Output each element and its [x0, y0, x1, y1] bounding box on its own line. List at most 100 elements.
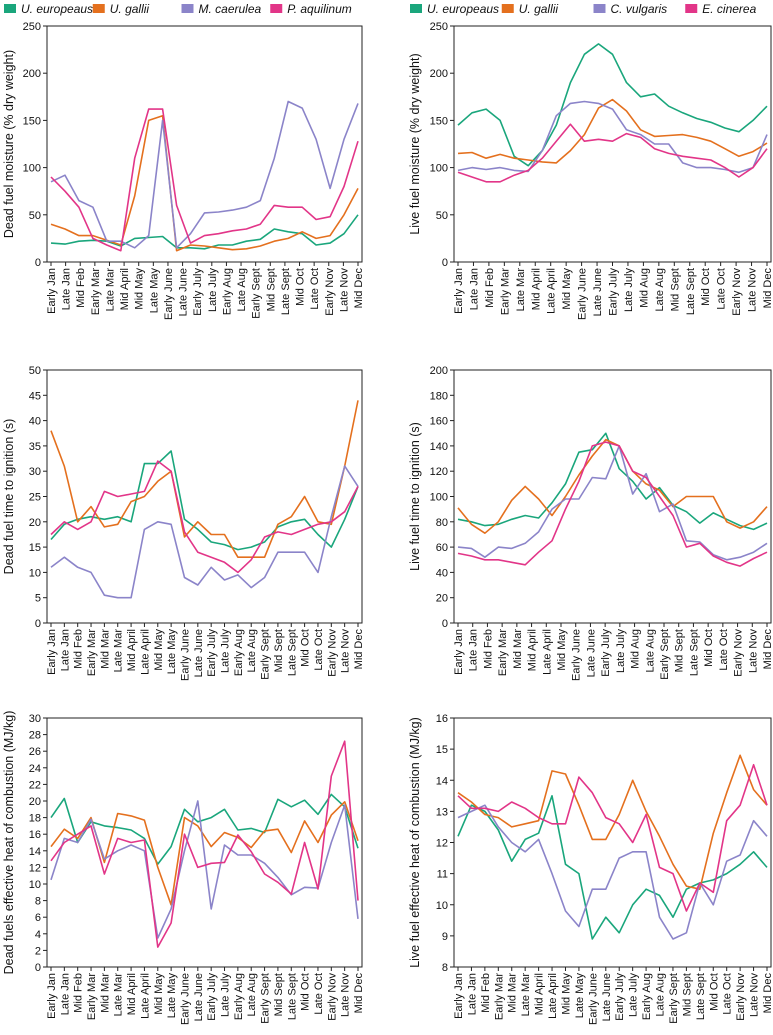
y-tick-label: 100: [430, 492, 448, 504]
x-tick-label: Late July: [220, 629, 232, 674]
y-axis-label: Dead fuels effective heat of combustion …: [2, 711, 16, 975]
y-tick-label: 50: [29, 210, 41, 222]
x-tick-label: Late Sept: [280, 268, 292, 315]
y-axis-label: Dead fuel time to ignition (s): [2, 419, 16, 575]
x-tick-label: Mid Sept: [669, 268, 681, 311]
y-tick-label: 200: [430, 68, 448, 80]
x-tick-label: Late Nov: [338, 268, 350, 313]
x-tick-label: Late Aug: [236, 268, 248, 311]
x-tick-label: Mid Aug: [630, 629, 642, 669]
x-tick-label: Late Nov: [749, 973, 761, 1018]
x-tick-label: Early July: [206, 629, 218, 677]
y-tick-label: 22: [29, 779, 41, 791]
x-tick-label: Mid Feb: [75, 268, 87, 308]
series-line-u-gallii: [457, 438, 768, 535]
x-tick-label: Late Nov: [747, 268, 759, 313]
x-tick-label: Early Jan: [46, 268, 58, 314]
y-tick-label: 20: [29, 517, 41, 529]
x-tick-label: Mid May: [556, 629, 568, 671]
legend-label-u-europeaus: U. europeaus: [21, 2, 93, 16]
x-tick-label: Late Nov: [340, 629, 352, 674]
x-tick-label: Mid Oct: [703, 629, 715, 667]
legend-label-e-cinerea: E. cinerea: [702, 2, 756, 16]
y-tick-label: 45: [29, 390, 41, 402]
series-line-m-caerulea: [50, 100, 359, 249]
x-tick-label: Mid April: [534, 973, 546, 1015]
x-tick-label: Mid Oct: [708, 973, 720, 1011]
x-tick-label: Mid April: [126, 629, 138, 671]
x-tick-label: Late Sept: [685, 268, 697, 315]
y-tick-label: 14: [436, 775, 448, 787]
x-tick-label: Mid Oct: [700, 268, 712, 306]
x-tick-label: Early Sept: [668, 973, 680, 1024]
x-tick-label: Early July: [192, 268, 204, 316]
x-tick-label: Early Nov: [326, 629, 338, 677]
y-tick-label: 26: [29, 746, 41, 758]
x-tick-label: Early Nov: [324, 268, 336, 316]
x-tick-label: Late Nov: [747, 629, 759, 674]
y-tick-label: 200: [430, 365, 448, 377]
x-tick-label: Late Oct: [313, 629, 325, 671]
x-tick-label: Early July: [206, 973, 218, 1021]
x-tick-label: Late June: [592, 268, 604, 316]
x-tick-label: Early Jan: [453, 973, 465, 1019]
series-line-u-gallii: [50, 400, 359, 559]
x-tick-label: Early Aug: [233, 629, 245, 676]
x-tick-label: Early Jan: [46, 973, 58, 1019]
y-tick-label: 80: [436, 517, 448, 529]
x-tick-label: Late July: [220, 973, 232, 1018]
series-line-u-europeaus: [50, 450, 359, 551]
x-tick-label: Mid April: [126, 973, 138, 1015]
series-line-u-europeaus: [457, 43, 768, 167]
y-tick-label: 12: [29, 862, 41, 874]
x-tick-label: Early Aug: [233, 973, 245, 1020]
series-line-m-caerulea: [50, 800, 359, 939]
x-tick-label: Late Jan: [466, 973, 478, 1015]
series-line-e-cinerea: [457, 441, 768, 567]
legend-swatch-u-gallii: [501, 4, 514, 13]
y-tick-label: 0: [442, 618, 448, 630]
x-tick-label: Early Mar: [493, 973, 505, 1020]
x-tick-label: Mid Feb: [73, 973, 85, 1013]
x-tick-label: Late Nov: [340, 973, 352, 1018]
x-tick-label: Late June: [178, 268, 190, 316]
legend-swatch-m-caerulea: [181, 4, 194, 13]
y-tick-label: 140: [430, 441, 448, 453]
series-line-e-cinerea: [457, 763, 768, 912]
x-tick-label: Mid May: [560, 973, 572, 1015]
x-tick-label: Mid Sept: [265, 268, 277, 311]
x-tick-label: Mid April: [530, 268, 542, 310]
x-tick-label: Early Jan: [46, 629, 58, 675]
x-tick-label: Late Mar: [113, 973, 125, 1017]
x-tick-label: Early Jan: [453, 268, 465, 314]
x-tick-label: Mid Sept: [273, 629, 285, 672]
y-axis-label: Live fuel moisture (% dry weight): [408, 53, 422, 234]
x-tick-label: Late Oct: [716, 268, 728, 310]
x-tick-label: Early Sept: [260, 629, 272, 680]
plot-frame: [46, 25, 363, 263]
x-tick-label: Early Nov: [735, 973, 747, 1021]
y-tick-label: 10: [436, 900, 448, 912]
x-tick-label: Late Mar: [104, 268, 116, 312]
x-tick-label: Mid Oct: [300, 629, 312, 667]
y-tick-label: 24: [29, 763, 41, 775]
y-tick-label: 8: [442, 962, 448, 974]
x-tick-label: Late Oct: [313, 973, 325, 1015]
y-tick-label: 5: [35, 593, 41, 605]
y-tick-label: 20: [436, 593, 448, 605]
x-tick-label: Early June: [163, 268, 175, 320]
legend-label-p-aquilinum: P. aquilinum: [287, 2, 352, 16]
x-tick-label: Late June: [193, 973, 205, 1021]
y-tick-label: 10: [29, 567, 41, 579]
y-tick-label: 11: [437, 869, 448, 881]
y-tick-label: 50: [436, 210, 448, 222]
y-tick-label: 0: [35, 257, 41, 269]
legend-swatch-u-europeaus: [410, 4, 422, 13]
legend-label-u-europeaus: U. europeaus: [427, 2, 499, 16]
x-tick-label: Early June: [571, 629, 583, 681]
x-tick-label: Mid Sept: [273, 973, 285, 1016]
